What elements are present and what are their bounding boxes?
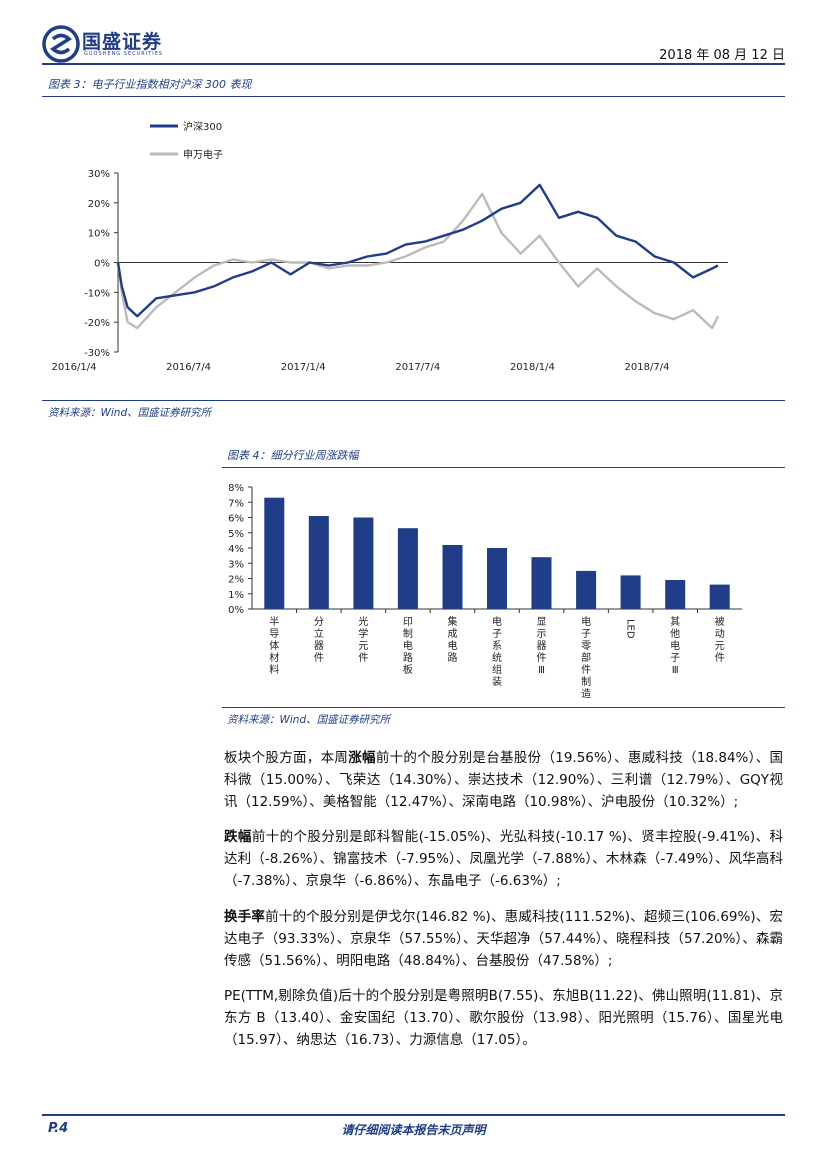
bar bbox=[308, 516, 329, 609]
y-tick-label: 3% bbox=[228, 559, 244, 570]
x-category-label: 其他电子 Ⅲ bbox=[670, 616, 680, 676]
header-divider bbox=[42, 63, 785, 65]
figure4-top-rule bbox=[222, 467, 785, 468]
legend-label: 申万电子 bbox=[183, 148, 223, 161]
pe-list: PE(TTM,剔除负值)后十的个股分别是粤照明B(7.55)、东旭B(11.22… bbox=[224, 988, 783, 1048]
x-tick-label: 2017/1/4 bbox=[281, 362, 326, 373]
figure4-bottom-rule bbox=[222, 707, 785, 708]
figure4-caption: 图表 4：细分行业周涨跌幅 bbox=[227, 449, 359, 462]
x-category-label: 电子零部件制造 bbox=[581, 615, 591, 700]
gainers-intro: 板块个股方面，本周 bbox=[224, 750, 349, 766]
legend-label: 沪深300 bbox=[183, 120, 222, 133]
series-line-hs300 bbox=[116, 183, 719, 318]
bar bbox=[620, 575, 641, 609]
footer-divider bbox=[42, 1114, 785, 1116]
bar bbox=[709, 584, 730, 609]
figure3-top-rule bbox=[42, 96, 785, 97]
bar bbox=[353, 517, 374, 609]
report-date: 2018 年 08 月 12 日 bbox=[659, 48, 785, 63]
bar bbox=[442, 545, 463, 609]
bar bbox=[576, 570, 597, 609]
x-tick-label: 2018/7/4 bbox=[625, 362, 670, 373]
paragraph-pe: PE(TTM,剔除负值)后十的个股分别是粤照明B(7.55)、东旭B(11.22… bbox=[224, 985, 783, 1051]
y-tick-label: 0% bbox=[94, 259, 110, 270]
company-logo-icon bbox=[42, 25, 80, 63]
figure4-source: 资料来源：Wind、国盛证券研究所 bbox=[227, 714, 391, 726]
brand-subtitle: GUOSHENG SECURITIES bbox=[84, 51, 164, 57]
y-tick-label: 4% bbox=[228, 544, 244, 555]
y-tick-label: 2% bbox=[228, 575, 244, 586]
turnover-list: 前十的个股分别是伊戈尔(146.82 %)、惠威科技(111.52%)、超频三(… bbox=[224, 909, 784, 969]
x-category-label: 被动元件 bbox=[715, 615, 725, 664]
x-category-label: 集成电路 bbox=[447, 615, 457, 664]
y-tick-label: -30% bbox=[84, 348, 110, 359]
y-tick-label: 6% bbox=[228, 514, 244, 525]
y-tick-label: 8% bbox=[228, 483, 244, 494]
y-tick-label: -10% bbox=[84, 288, 110, 299]
paragraph-losers: 跌幅前十的个股分别是郎科智能(-15.05%)、光弘科技(-10.17 %)、贤… bbox=[224, 826, 783, 892]
footer-disclaimer: 请仔细阅读本报告末页声明 bbox=[341, 1123, 486, 1137]
page-number: P.4 bbox=[48, 1121, 69, 1136]
y-tick-label: 20% bbox=[88, 199, 110, 210]
y-tick-label: 1% bbox=[228, 590, 244, 601]
losers-list: 前十的个股分别是郎科智能(-15.05%)、光弘科技(-10.17 %)、贤丰控… bbox=[224, 829, 784, 889]
x-category-label: 半导体材料 bbox=[269, 615, 279, 676]
y-tick-label: 0% bbox=[228, 605, 244, 616]
bar bbox=[487, 548, 507, 609]
paragraph-turnover: 换手率前十的个股分别是伊戈尔(146.82 %)、惠威科技(111.52%)、超… bbox=[224, 906, 783, 972]
line-chart: 30% 20% 10% 0% -10% -20% -30% 2016/1/4 2016/7/4 2… bbox=[52, 120, 728, 373]
gainers-keyword: 涨幅 bbox=[348, 750, 376, 766]
x-category-label: 显示器件 Ⅲ bbox=[537, 616, 547, 676]
figure3-caption: 图表 3：电子行业指数相对沪深 300 表现 bbox=[48, 78, 252, 91]
series-line-sw-electronics bbox=[116, 192, 720, 330]
x-tick-label: 2017/7/4 bbox=[395, 362, 440, 373]
bar bbox=[264, 497, 285, 609]
y-tick-label: 7% bbox=[228, 498, 244, 509]
y-tick-label: 30% bbox=[88, 169, 110, 180]
figure3-bottom-rule bbox=[42, 400, 785, 401]
gainers-list: 前十的个股分别是台基股份（19.56%）、惠威科技（18.84%）、国科微（15… bbox=[224, 750, 784, 810]
x-category-label: 印制电路板 bbox=[403, 616, 413, 676]
x-category-label: LED bbox=[625, 619, 636, 639]
x-tick-label: 2016/1/4 bbox=[52, 362, 97, 373]
bar bbox=[397, 528, 418, 609]
turnover-keyword: 换手率 bbox=[224, 909, 266, 925]
brand-name: 国盛证券 bbox=[82, 31, 163, 53]
x-tick-label: 2016/7/4 bbox=[166, 362, 211, 373]
paragraph-gainers: 板块个股方面，本周涨幅前十的个股分别是台基股份（19.56%）、惠威科技（18.… bbox=[224, 747, 783, 813]
x-tick-label: 2018/1/4 bbox=[510, 362, 555, 373]
x-category-label: 电子系统组装 bbox=[492, 615, 502, 688]
bar-chart: 8% 7% 6% 5% 4% 3% 2% 1% 0% 半导体材料 分立器件 光学元件 印制电路板 集成电路… bbox=[228, 483, 742, 700]
bar bbox=[665, 580, 686, 609]
x-category-label: 光学元件 bbox=[358, 615, 368, 664]
y-tick-label: 5% bbox=[228, 529, 244, 540]
losers-keyword: 跌幅 bbox=[224, 829, 252, 845]
y-tick-label: -20% bbox=[84, 318, 110, 329]
bar bbox=[531, 557, 552, 609]
x-category-label: 分立器件 bbox=[314, 616, 324, 664]
y-tick-label: 10% bbox=[88, 229, 110, 240]
figure3-source: 资料来源：Wind、国盛证券研究所 bbox=[48, 407, 212, 419]
